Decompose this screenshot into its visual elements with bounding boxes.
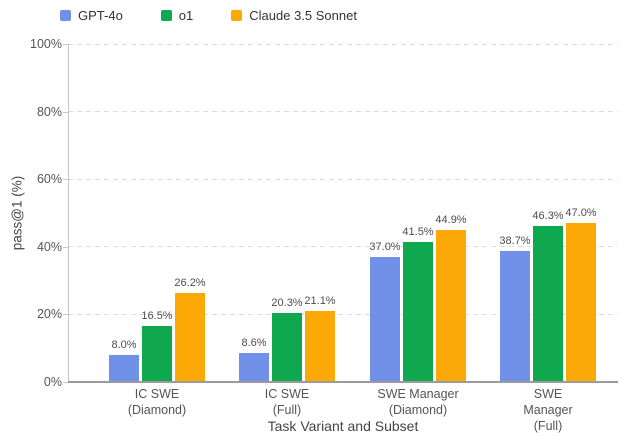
y-tick-label-0: 0% <box>43 375 62 389</box>
y-axis-line <box>68 44 69 382</box>
legend-label-gpt4o: GPT-4o <box>78 7 123 23</box>
bar-gpt-4o-0 <box>109 354 139 381</box>
plot-area: 0% 20% 40% 60% 80% 100% 8.0% 8.6% 37.0% 38.7% 16.5… <box>30 37 618 433</box>
category-label-1: IC SWE (Full) <box>264 387 310 417</box>
bar-value-label: 21.1% <box>304 294 336 307</box>
bar-value-label: 38.7% <box>499 235 531 248</box>
bar-claude-3-5-sonnet-3 <box>566 223 596 381</box>
bar-claude-3-5-sonnet-0 <box>175 293 205 381</box>
legend-item-gpt4o: GPT-4o <box>60 8 123 23</box>
bar-gpt-4o-3 <box>500 251 530 381</box>
y-tick-label-20: 20% <box>36 307 62 322</box>
bar-value-label: 44.9% <box>435 214 467 227</box>
bar-o1-1 <box>272 313 302 381</box>
bar-claude-3-5-sonnet-2 <box>436 230 466 381</box>
legend-label-o1: o1 <box>178 7 194 23</box>
category-label-0: IC SWE (Diamond) <box>127 387 187 417</box>
legend: GPT-4o o1 Claude 3.5 Sonnet <box>60 6 357 24</box>
gridline-80 <box>68 111 618 113</box>
bar-gpt-4o-1 <box>239 352 269 381</box>
bar-value-label: 46.3% <box>532 209 564 222</box>
legend-swatch-o1 <box>160 9 172 21</box>
y-tick-40 <box>63 246 68 248</box>
category-label-2: SWE Manager (Diamond) <box>377 387 459 417</box>
y-tick-label-100: 100% <box>30 37 62 51</box>
legend-item-claude: Claude 3.5 Sonnet <box>231 8 357 23</box>
x-axis-line <box>68 381 618 383</box>
bar-value-label: 41.5% <box>402 225 434 238</box>
bar-claude-3-5-sonnet-1 <box>305 310 335 381</box>
bar-value-label: 20.3% <box>271 297 303 310</box>
y-tick-label-80: 80% <box>36 104 62 119</box>
y-tick-20 <box>63 314 68 316</box>
y-tick-60 <box>63 179 68 181</box>
gridline-60 <box>68 178 618 180</box>
bar-value-label: 8.0% <box>111 338 137 351</box>
legend-item-o1: o1 <box>160 7 194 23</box>
gridline-20 <box>68 313 618 315</box>
y-tick-100 <box>63 44 68 45</box>
bar-value-label: 47.0% <box>565 207 597 220</box>
bar-gpt-4o-2 <box>370 256 400 381</box>
bar-value-label: 26.2% <box>174 277 206 290</box>
x-axis-label: Task Variant and Subset <box>267 418 419 434</box>
category-label-3: SWE Manager (Full) <box>523 387 573 433</box>
gridline-40 <box>68 246 618 248</box>
bar-o1-0 <box>142 326 172 381</box>
bar-value-label: 8.6% <box>241 336 267 349</box>
legend-swatch-claude <box>231 9 243 21</box>
bar-value-label: 37.0% <box>369 240 401 253</box>
y-tick-label-40: 40% <box>36 239 62 254</box>
bar-value-label: 16.5% <box>141 310 173 323</box>
legend-swatch-gpt4o <box>60 9 71 21</box>
gridline-100 <box>68 43 618 45</box>
y-tick-80 <box>63 111 68 113</box>
bar-o1-3 <box>533 225 563 381</box>
y-tick-0 <box>63 382 68 383</box>
bar-o1-2 <box>403 241 433 381</box>
y-tick-label-60: 60% <box>36 172 62 187</box>
legend-label-claude: Claude 3.5 Sonnet <box>249 7 357 23</box>
